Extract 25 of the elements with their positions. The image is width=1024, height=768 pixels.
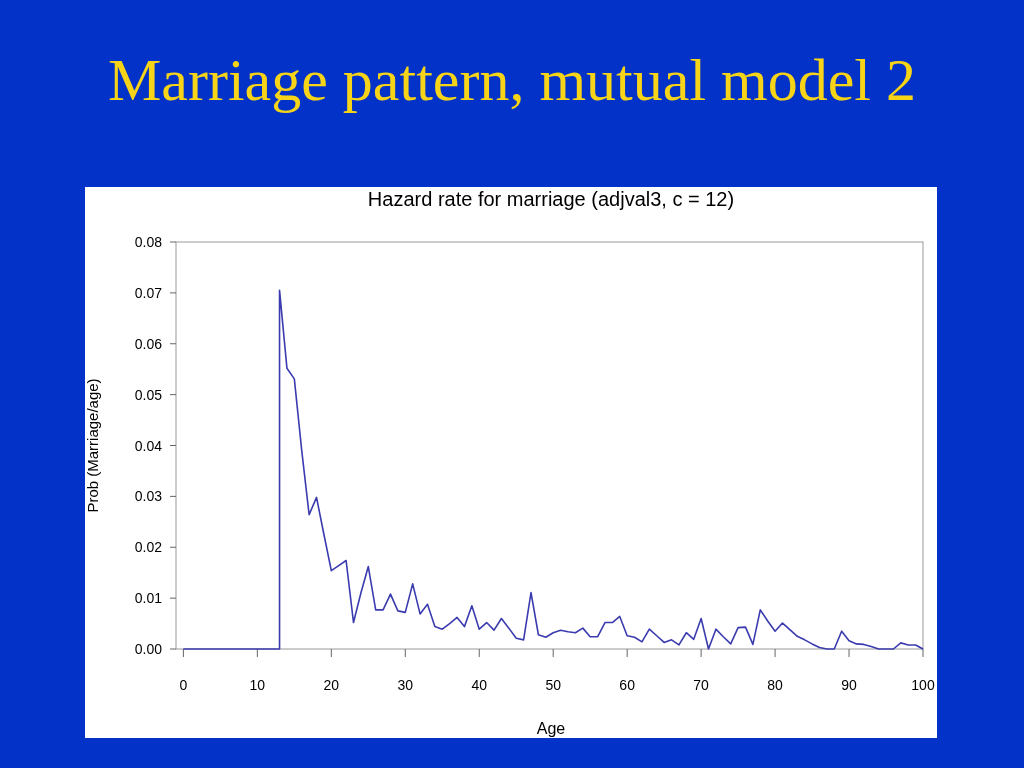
y-tick-label: 0.04 [134, 437, 163, 454]
x-tick-label: 100 [911, 677, 935, 693]
y-axis-title: Prob (Marriage/age) [84, 378, 101, 513]
x-tick-label: 80 [767, 677, 784, 693]
x-tick-label: 60 [619, 677, 636, 693]
x-tick-label: 20 [323, 677, 340, 693]
y-tick-label: 0.00 [134, 641, 163, 657]
x-tick-label: 10 [249, 677, 266, 693]
y-tick-label: 0.03 [134, 488, 163, 505]
chart-title: Marriage pattern, mutual model 2 [107, 47, 917, 113]
x-tick-label: 40 [471, 677, 488, 693]
y-tick-label: 0.01 [134, 590, 163, 607]
y-tick-label: 0.06 [134, 335, 163, 352]
x-tick-label: 70 [693, 677, 710, 693]
x-tick-label: 50 [545, 677, 562, 693]
line-series [182, 289, 924, 650]
x-tick-label: 30 [397, 677, 414, 693]
x-tick-label: 90 [841, 677, 858, 693]
x-axis-title: Age [536, 720, 566, 737]
y-tick-label: 0.02 [134, 539, 163, 556]
y-tick-label: 0.05 [134, 386, 163, 403]
x-tick-label: 0 [179, 677, 188, 693]
y-tick-label: 0.08 [134, 234, 163, 250]
y-tick-label: 0.07 [134, 284, 163, 301]
chart-subtitle: Hazard rate for marriage (adjval3, c = 12) [367, 188, 735, 210]
